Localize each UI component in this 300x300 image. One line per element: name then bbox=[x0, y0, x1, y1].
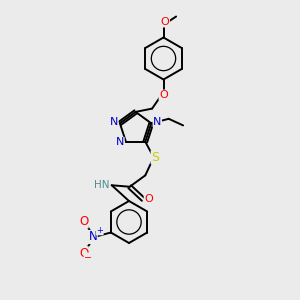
Text: S: S bbox=[151, 151, 159, 164]
Text: N: N bbox=[88, 230, 97, 244]
Text: +: + bbox=[96, 226, 103, 235]
Text: O: O bbox=[160, 17, 169, 27]
Text: HN: HN bbox=[94, 180, 109, 190]
Text: O: O bbox=[159, 90, 168, 100]
Text: −: − bbox=[84, 253, 92, 263]
Text: O: O bbox=[79, 247, 88, 260]
Text: N: N bbox=[116, 137, 124, 147]
Text: O: O bbox=[144, 194, 153, 204]
Text: O: O bbox=[79, 215, 88, 228]
Text: N: N bbox=[153, 117, 161, 127]
Text: N: N bbox=[110, 117, 118, 127]
